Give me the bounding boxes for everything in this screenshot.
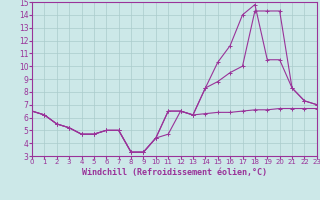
X-axis label: Windchill (Refroidissement éolien,°C): Windchill (Refroidissement éolien,°C) (82, 168, 267, 177)
